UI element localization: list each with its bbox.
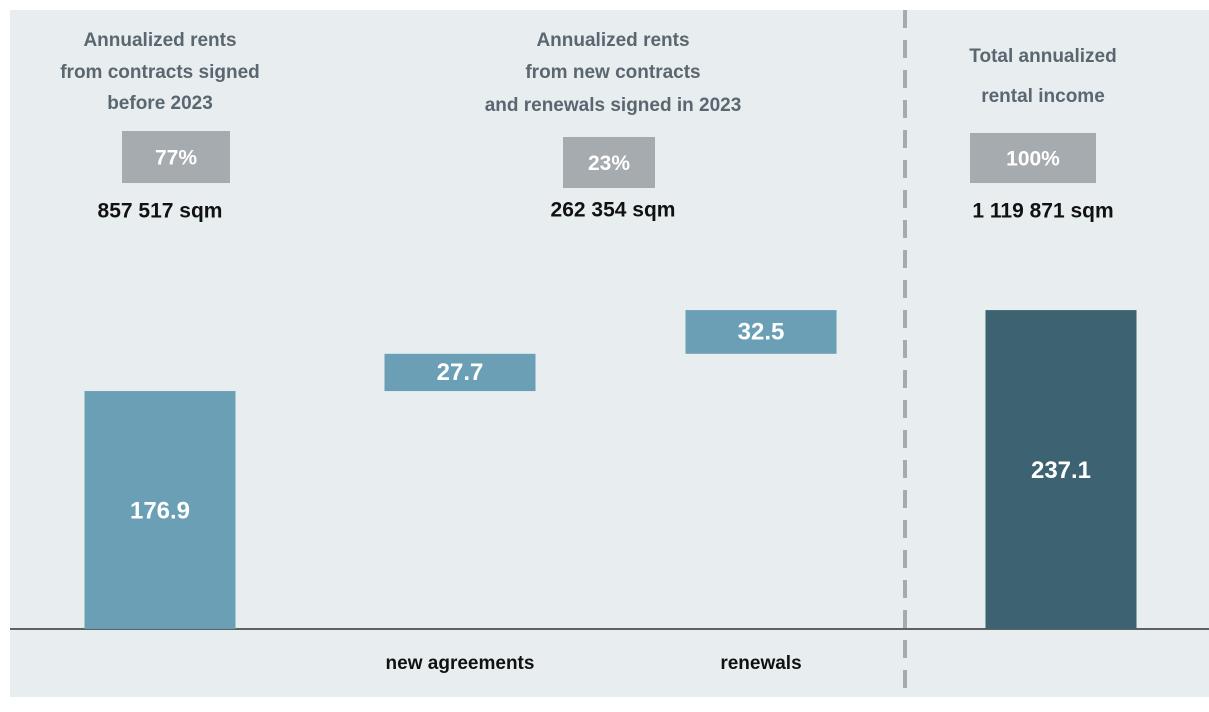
share-box [122, 131, 230, 183]
group-title: before 2023 [107, 93, 213, 114]
value-label: 32.5 [738, 318, 785, 345]
bar [685, 310, 837, 354]
group-title: from contracts signed [60, 62, 260, 83]
value-label: 176.9 [130, 497, 190, 524]
value-label: 237.1 [1031, 457, 1091, 484]
group-title: Annualized rents [83, 30, 236, 51]
area-label: 1 119 871 sqm [972, 200, 1113, 223]
share-label: 23% [588, 152, 630, 175]
area-label: 857 517 sqm [98, 200, 223, 223]
group-title: from new contracts [525, 62, 700, 83]
group-title: Annualized rents [536, 30, 689, 51]
share-box [563, 137, 655, 188]
share-label: 100% [1006, 148, 1060, 171]
x-tick-label: renewals [720, 653, 801, 674]
value-label: 27.7 [437, 359, 484, 386]
bar [84, 391, 236, 629]
area-label: 262 354 sqm [551, 199, 676, 222]
bar [384, 353, 536, 392]
group-title: rental income [981, 86, 1105, 107]
share-box [970, 133, 1096, 183]
group-title: Total annualized [969, 46, 1116, 67]
bar [985, 310, 1137, 629]
group-title: and renewals signed in 2023 [485, 95, 742, 116]
x-tick-label: new agreements [386, 653, 535, 674]
share-label: 77% [155, 147, 197, 170]
